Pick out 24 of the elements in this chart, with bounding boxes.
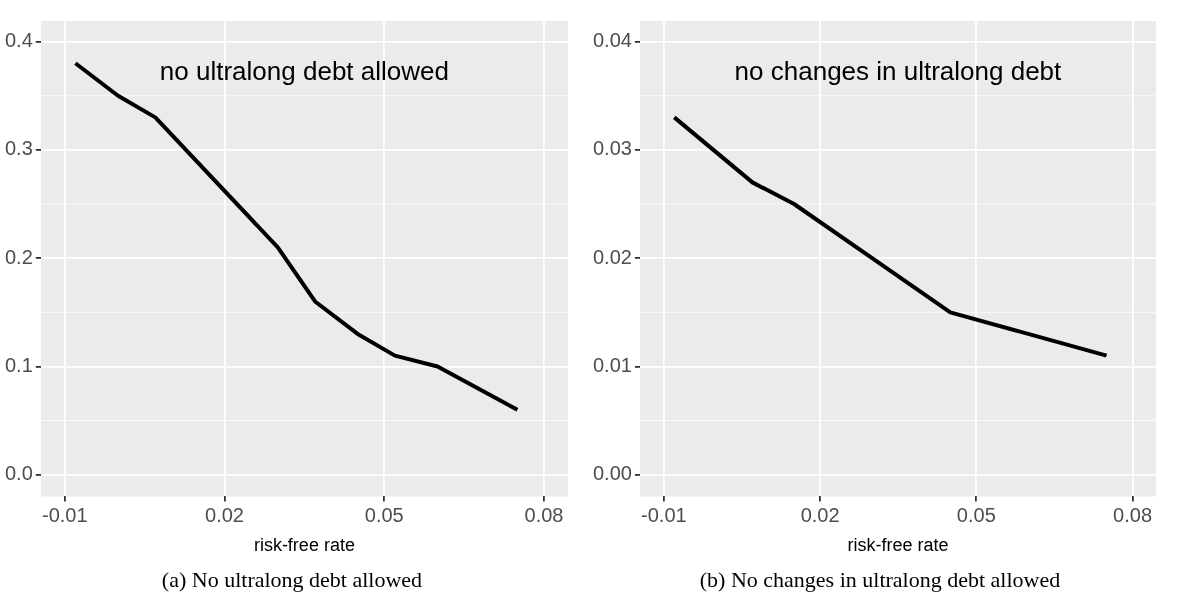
y-tick-label: 0.03 [592,137,632,160]
text: (b) No changes in ultralong debt allowed [698,567,1062,593]
x-tick-label: 0.05 [364,503,404,526]
x-tick-label: -0.01 [41,503,88,526]
x-tick-label: -0.01 [641,503,687,526]
x-axis-title: risk-free rate [847,535,949,556]
annotation: no ultralong debt allowed [159,56,449,87]
y-tick-label: 0.3 [4,137,33,160]
annotation: no changes in ultralong debt [734,56,1063,87]
x-axis-title: risk-free rate [253,535,355,556]
x-tick-label: 0.02 [205,503,244,526]
x-tick-label: 0.08 [524,503,564,526]
y-tick-label: 0.0 [4,462,33,485]
y-tick-label: 0.2 [4,245,33,268]
y-tick-label: 0.04 [592,29,632,52]
x-tick-label: 0.08 [1113,503,1153,526]
y-tick-label: 0.4 [4,29,33,52]
text: (a) No ultralong debt allowed [160,567,424,593]
x-tick-label: 0.02 [800,503,840,526]
y-tick-label: 0.02 [592,245,632,268]
x-tick-label: 0.05 [956,503,996,526]
y-tick-label: 0.01 [592,353,632,376]
y-tick-label: 0.00 [592,462,632,485]
y-tick-label: 0.1 [4,353,33,376]
